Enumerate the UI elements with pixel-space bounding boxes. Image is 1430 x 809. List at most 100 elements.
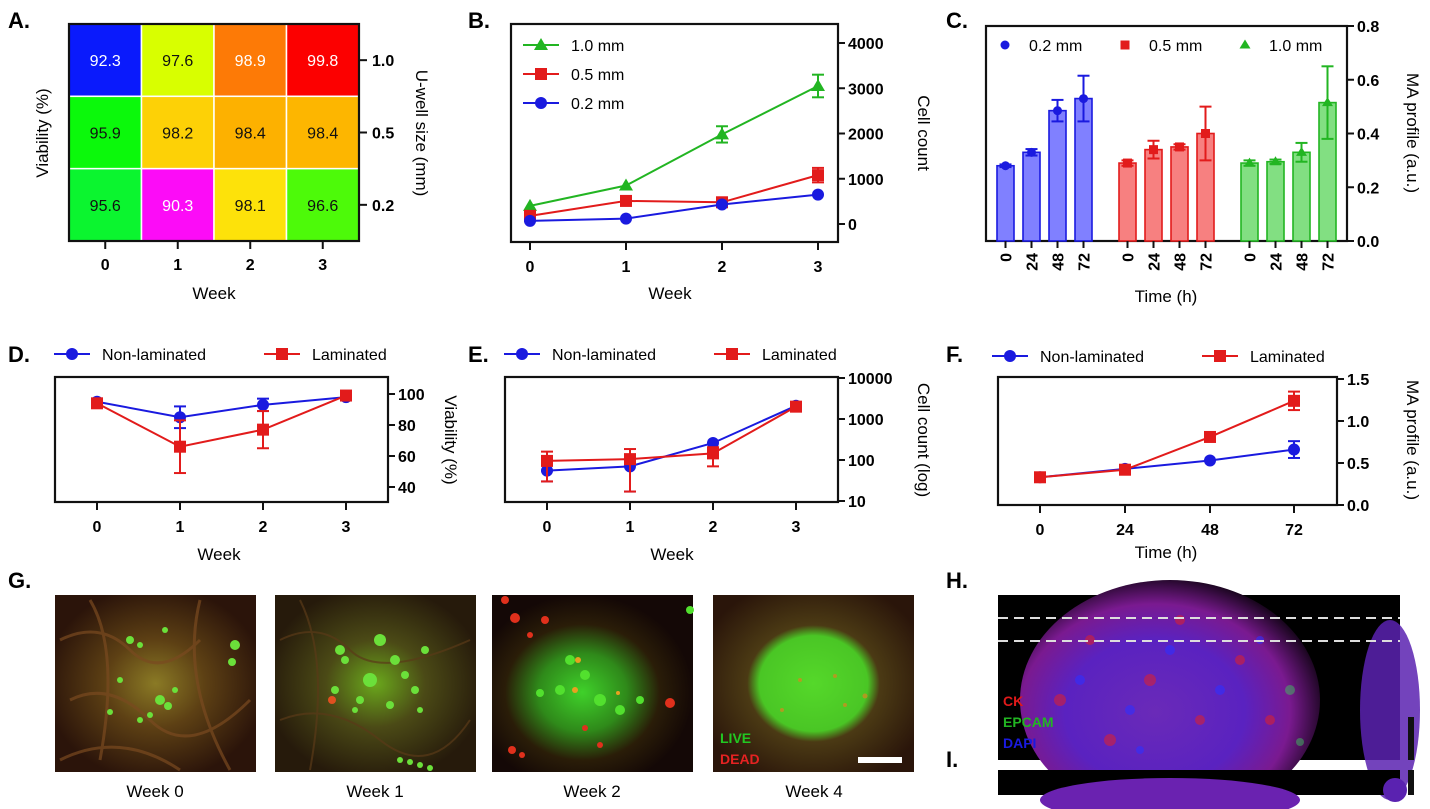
y-tick-label: 1000: [848, 412, 884, 429]
data-point: [620, 212, 632, 225]
micrograph-image: [55, 595, 256, 772]
data-point: [620, 194, 632, 207]
data-point: [257, 398, 269, 411]
data-point: [1119, 463, 1131, 476]
y-tick-label: 0.5: [1347, 456, 1369, 473]
stain-dapi-label: DAPI: [1003, 735, 1036, 751]
y-tick-label: 10000: [848, 371, 893, 388]
data-point: [1288, 394, 1300, 407]
legend: Non-laminated Laminated: [504, 347, 837, 364]
bar-marker: [1053, 106, 1062, 116]
data-point: [1204, 454, 1216, 467]
legend-label: 1.0 mm: [1269, 38, 1322, 55]
series-line: [1039, 399, 1295, 479]
bar: [1292, 151, 1311, 242]
panel-label-h: H.: [946, 568, 968, 593]
panel-label-b: B.: [468, 8, 490, 33]
panel-e: E. 10 100 1000 10000 0 1 2 3 Non-laminated Lamina…: [468, 342, 933, 564]
bar-marker: [1175, 142, 1184, 152]
legend-marker: [726, 348, 738, 360]
data-point: [541, 454, 553, 467]
bar: [1170, 146, 1189, 242]
panel-label-a: A.: [8, 8, 30, 33]
data-point: [619, 178, 633, 191]
series-line: [96, 394, 347, 448]
panel-b: B. 0 1000 2000 3000 4000 0 1 2 3 1.0 mm 0.5 mm 0.2 …: [468, 8, 933, 303]
x-tick-label: 2: [709, 519, 718, 536]
x-tick-label: 0: [526, 259, 535, 276]
heatmap-y-label-left: Viability (%): [33, 88, 52, 177]
y-tick-label: 4000: [848, 36, 884, 53]
y-tick-label: 1000: [848, 172, 884, 189]
data-point: [812, 188, 824, 201]
x-tick-label: 2: [259, 519, 268, 536]
x-tick-label: 0: [543, 519, 552, 536]
y-label-d: Viability (%): [441, 395, 460, 484]
legend-marker: [516, 348, 528, 360]
series-non-laminated: [541, 399, 802, 493]
scale-bar-i: [1408, 770, 1414, 795]
bar-marker: [1027, 147, 1036, 157]
legend-marker: [535, 97, 547, 109]
y-label-b: Cell count: [914, 95, 933, 171]
series-line: [546, 405, 797, 462]
micrograph-caption: Week 2: [563, 782, 620, 801]
micrograph-image: [492, 595, 693, 772]
x-tick-label: 1: [622, 259, 631, 276]
x-tick-label: 3: [792, 519, 801, 536]
legend-label: Non-laminated: [102, 347, 206, 364]
y-tick-label: 100: [398, 387, 425, 404]
legend-marker: [1214, 350, 1226, 362]
panel-d: D. 40 60 80 100 0 1 2 3 Non-laminated Laminated W…: [8, 342, 460, 564]
legend-marker: [1004, 350, 1016, 362]
series-0-2-mm: [524, 188, 824, 227]
bar-marker: [1296, 146, 1307, 156]
y-tick-label: 100: [848, 453, 875, 470]
heatmap-cell-value: 96.6: [307, 198, 338, 215]
plot-d: 40 60 80 100 0 1 2 3 Non-laminated Laminated: [54, 347, 425, 536]
y-tick-label: 0.2: [372, 198, 394, 215]
plot-b: 0 1000 2000 3000 4000 0 1 2 3 1.0 mm 0.5 mm 0.2 mm: [523, 36, 884, 276]
legend-label: Non-laminated: [1040, 349, 1144, 366]
y-label-c: MA profile (a.u.): [1403, 73, 1422, 193]
x-tick-label: 48: [1295, 253, 1312, 271]
legend: 1.0 mm 0.5 mm 0.2 mm: [523, 38, 624, 113]
legend-label: 1.0 mm: [571, 38, 624, 55]
legend-marker: [1239, 39, 1251, 49]
heatmap-cell-value: 98.4: [235, 126, 266, 143]
bar-marker: [1001, 161, 1010, 171]
legend-marker: [535, 68, 547, 80]
panel-f: F. 0.0 0.5 1.0 1.5 0 24 48 72 Non-laminated Lamin…: [946, 342, 1422, 562]
series-non-laminated: [1034, 440, 1300, 484]
heatmap-cell: [140, 23, 215, 98]
x-tick-label: 2: [718, 259, 727, 276]
y-label-f: MA profile (a.u.): [1403, 380, 1422, 500]
heatmap: 92.3 97.6 98.9 99.8 95.9 98.2 98.4 98.4 95.6 90.3…: [68, 23, 360, 242]
series-line: [529, 193, 819, 222]
scale-bar-h: [1408, 717, 1414, 760]
micrograph-week-1: Week 1: [275, 595, 476, 801]
y-tick-label: 40: [398, 480, 416, 497]
series-laminated: [91, 389, 352, 475]
panel-i: I.: [946, 747, 1414, 809]
x-tick-label: 24: [1147, 253, 1164, 271]
panel-a: A. 92.3 97.6 98.9 99.895.9 98.2 98.4 98.495.6 9…: [8, 8, 431, 303]
x-label-b: Week: [648, 284, 692, 303]
x-tick-label: 48: [1173, 253, 1190, 271]
data-point: [707, 447, 719, 460]
x-tick-label: 3: [342, 519, 351, 536]
y-tick-label: 0.0: [1347, 498, 1369, 515]
micrograph-week-2: Week 2: [492, 595, 694, 801]
y-tick-label: 0.0: [1357, 234, 1379, 251]
micrograph-image: [713, 595, 914, 772]
stain-dead-label: DEAD: [720, 751, 760, 767]
heatmap-cell: [140, 95, 215, 170]
x-tick-label: 2: [246, 257, 255, 274]
heatmap-cell: [68, 23, 143, 98]
series-0-5-mm: [524, 166, 824, 222]
bar: [1266, 160, 1285, 242]
plot-frame-e: [503, 375, 840, 504]
stain-live-label: LIVE: [720, 730, 751, 746]
x-tick-label: 1: [626, 519, 635, 536]
series-line: [529, 85, 819, 207]
